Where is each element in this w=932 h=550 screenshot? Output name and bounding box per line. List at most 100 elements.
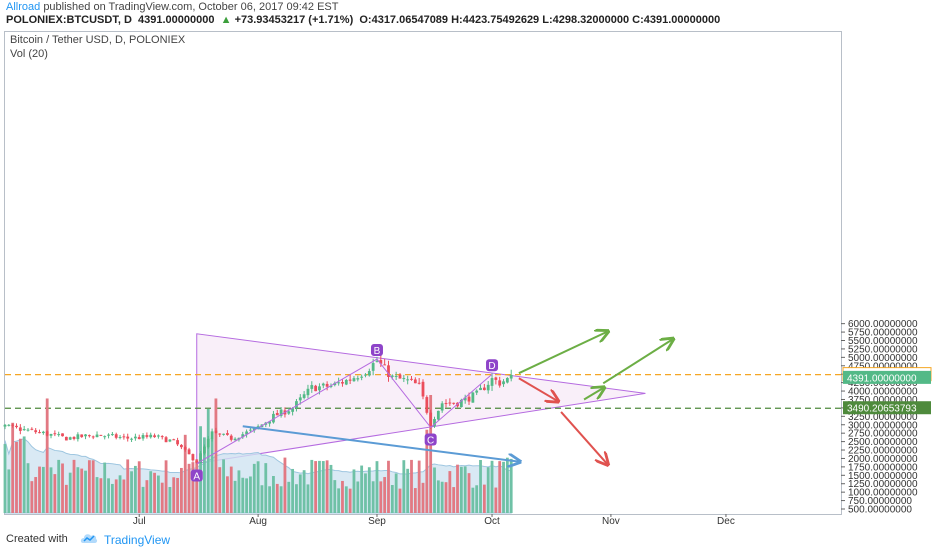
price-chart[interactable]: A B C D 500.00000000750.000000001000.0000000…	[0, 0, 932, 528]
volume-bar	[413, 488, 417, 513]
volume-bar	[95, 477, 99, 513]
volume-bar	[130, 471, 133, 513]
x-tick-label: Sep	[368, 516, 386, 527]
candle	[164, 437, 168, 443]
tradingview-brand[interactable]: TradingView	[104, 533, 171, 547]
volume-bar	[22, 436, 26, 513]
candle	[329, 385, 333, 387]
volume-bar	[287, 481, 291, 513]
candle	[402, 378, 406, 380]
candle	[479, 387, 482, 391]
volume-bar	[444, 482, 448, 513]
candle	[187, 449, 191, 455]
candle	[99, 434, 103, 436]
candle	[87, 435, 91, 437]
volume-bar	[34, 477, 38, 513]
volume-legend: Vol (20)	[10, 48, 48, 60]
volume-bar	[486, 467, 490, 513]
candle	[360, 376, 364, 378]
candle	[222, 433, 225, 435]
candle	[364, 374, 367, 376]
support-price-tag-bg	[843, 401, 931, 415]
series-legend: Bitcoin / Tether USD, D, POLONIEX	[10, 34, 186, 46]
candle	[34, 430, 38, 433]
volume-bar	[417, 460, 421, 513]
candle	[64, 436, 68, 441]
candle	[440, 403, 444, 411]
volume-bar	[360, 465, 364, 513]
candle	[390, 375, 394, 377]
x-tick-label: Aug	[249, 516, 267, 527]
volume-bar	[7, 469, 11, 513]
volume-bar	[118, 475, 122, 513]
volume-bar	[459, 466, 463, 513]
bear-arrow	[518, 377, 557, 401]
volume-bar	[64, 484, 68, 513]
candle	[229, 435, 233, 440]
symbol: POLONIEX:BTCUSDT, D	[6, 14, 132, 26]
volume-bar	[279, 486, 283, 513]
candle	[153, 435, 156, 438]
candle	[137, 437, 141, 440]
volume-bar	[448, 471, 452, 513]
volume-bar	[156, 475, 160, 513]
candle	[107, 434, 110, 436]
last-price: 4391.00000000	[138, 14, 215, 26]
y-tick-label: 5250.00000000	[848, 344, 918, 355]
volume-bar	[256, 461, 260, 513]
volume-bar	[306, 484, 310, 513]
y-tick-label: 1500.00000000	[848, 471, 918, 482]
volume-bar	[421, 482, 425, 513]
candle	[448, 402, 452, 404]
volume-bar	[141, 486, 145, 513]
volume-bar	[398, 488, 402, 513]
candle	[26, 429, 30, 431]
volume-bar	[57, 459, 61, 513]
candle	[298, 397, 302, 401]
candle	[318, 386, 321, 391]
volume-bar	[310, 459, 314, 513]
volume-bar	[436, 480, 440, 513]
volume-bar	[467, 473, 471, 513]
volume-bar	[99, 478, 103, 513]
volume-bar	[80, 468, 84, 513]
abcd-zigzag	[196, 358, 493, 464]
candle	[410, 378, 413, 380]
volume-bar	[68, 472, 72, 513]
change-up-icon: ▲	[220, 14, 232, 26]
candle	[279, 409, 283, 416]
y-tick-label: 3250.00000000	[848, 412, 918, 423]
candle	[84, 434, 87, 437]
candle	[141, 435, 145, 439]
volume-bar	[233, 480, 237, 513]
publish-line: Allroad published on TradingView.com, Oc…	[6, 1, 338, 13]
volume-bar	[252, 463, 256, 513]
candle	[367, 371, 371, 376]
volume-bar	[505, 457, 509, 513]
volume-bar	[76, 467, 80, 513]
volume-bar	[260, 485, 264, 513]
candle	[252, 428, 256, 431]
y-tick-label: 4000.00000000	[848, 387, 918, 398]
candle	[183, 447, 187, 450]
volume-bar	[387, 460, 390, 513]
y-tick-label: 4750.00000000	[848, 361, 918, 372]
volume-bar	[291, 468, 295, 513]
candle	[126, 436, 130, 439]
bull-arrow	[602, 339, 672, 385]
volume-bar	[164, 460, 168, 513]
candle	[371, 363, 375, 371]
author-link[interactable]: Allroad	[6, 1, 41, 13]
volume-bar	[275, 483, 279, 513]
volume-bar	[264, 463, 268, 513]
bear-arrow	[560, 411, 607, 464]
volume-bar	[406, 468, 410, 513]
volume-bar	[371, 481, 375, 513]
volume-bar	[183, 434, 187, 513]
volume-bar	[133, 465, 137, 513]
bull-arrow	[518, 332, 607, 375]
candle	[206, 438, 210, 448]
candle	[199, 453, 202, 464]
volume-bar	[53, 474, 57, 513]
volume-bar	[249, 476, 252, 513]
